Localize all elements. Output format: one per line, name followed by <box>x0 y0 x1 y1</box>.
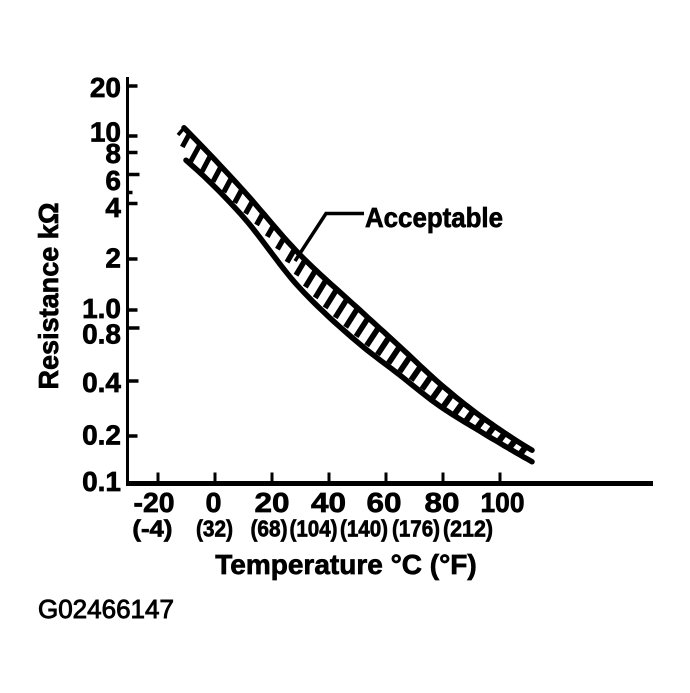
svg-text:0.2: 0.2 <box>82 420 121 451</box>
svg-text:0.1: 0.1 <box>82 466 121 497</box>
svg-text:6: 6 <box>105 165 121 196</box>
svg-text:G02466147: G02466147 <box>38 594 174 624</box>
svg-text:20: 20 <box>255 487 290 518</box>
svg-text:0.8: 0.8 <box>82 319 121 350</box>
svg-text:20: 20 <box>90 72 121 103</box>
svg-text:80: 80 <box>425 487 460 518</box>
svg-text:-20: -20 <box>134 487 175 518</box>
svg-text:(140): (140) <box>340 516 388 542</box>
svg-text:8: 8 <box>105 138 121 169</box>
svg-text:0.4: 0.4 <box>82 367 121 398</box>
svg-text:(68): (68) <box>251 516 288 542</box>
svg-text:60: 60 <box>367 487 402 518</box>
svg-text:Acceptable: Acceptable <box>365 202 503 233</box>
svg-text:40: 40 <box>311 487 346 518</box>
svg-text:(-4): (-4) <box>132 516 172 542</box>
svg-text:2: 2 <box>105 243 121 274</box>
svg-text:10: 10 <box>90 117 121 148</box>
svg-text:(212): (212) <box>443 516 493 542</box>
svg-text:Temperature °C (°F): Temperature °C (°F) <box>215 549 476 580</box>
svg-text:Resistance kΩ: Resistance kΩ <box>33 203 64 390</box>
svg-text:(32): (32) <box>196 516 233 542</box>
svg-text:(104): (104) <box>290 516 338 542</box>
svg-text:(176): (176) <box>392 516 440 542</box>
svg-text:4: 4 <box>105 192 121 223</box>
svg-text:1.0: 1.0 <box>82 293 121 324</box>
svg-text:0: 0 <box>206 487 222 518</box>
svg-text:100: 100 <box>481 487 525 518</box>
